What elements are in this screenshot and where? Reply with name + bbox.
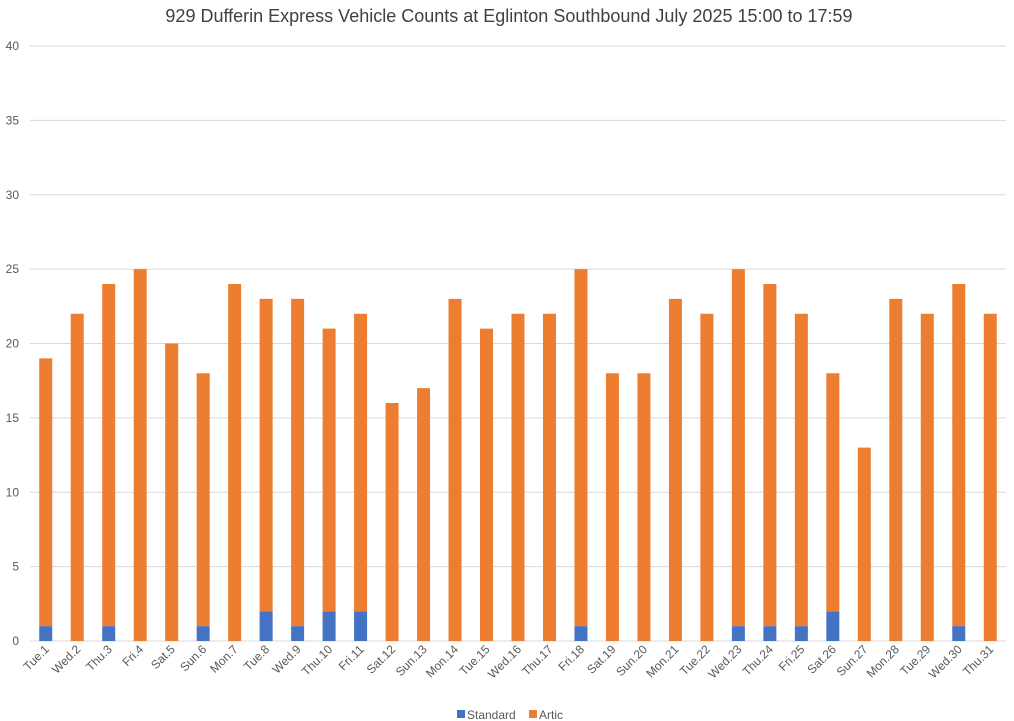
bar-artic [731,269,745,627]
x-tick-label: Sat.5 [148,642,178,672]
bar-artic [574,269,588,627]
bar-standard [259,611,273,641]
bar-artic [480,328,494,641]
x-tick-label: Thu.31 [960,642,997,679]
bar-artic [637,373,651,641]
x-tick-label: Fri.4 [119,642,146,669]
x-tick-label: Wed.30 [926,642,965,681]
x-tick-label: Fri.11 [336,642,367,673]
x-tick-label: Mon.7 [207,642,241,676]
x-tick-label: Mon.14 [423,642,461,680]
x-tick-label: Fri.18 [555,642,587,674]
y-tick-label: 5 [12,560,19,574]
y-axis: 0 5 10 15 20 25 30 35 40 [6,39,20,648]
bar-artic [668,298,682,641]
x-tick-label: Thu.24 [740,642,777,679]
x-tick-label: Sat.12 [364,642,399,677]
y-tick-label: 0 [12,634,19,648]
x-tick-label: Mon.28 [864,642,902,680]
legend-swatch-artic [529,710,537,718]
bar-artic [102,284,116,627]
bar-artic [983,313,997,641]
bar-standard [196,626,210,641]
bar-artic [542,313,556,641]
bar-artic [511,313,525,641]
x-tick-label: Wed.23 [706,642,745,681]
x-tick-label: Fri.25 [776,642,808,674]
bar-artic [920,313,934,641]
bar-standard [39,626,53,641]
bar-artic [763,284,777,627]
bar-standard [102,626,116,641]
x-tick-label: Wed.9 [269,642,304,677]
bar-artic [354,313,368,612]
bar-standard [354,611,368,641]
x-tick-label: Sun.20 [613,642,650,679]
y-tick-label: 40 [6,39,20,53]
x-tick-label: Tue.1 [21,642,53,674]
bar-artic [165,343,179,641]
legend: Standard Artic [457,708,563,721]
bar-artic [196,373,210,627]
bar-standard [731,626,745,641]
bar-artic [605,373,619,641]
y-tick-label: 20 [6,337,20,351]
bar-artic [39,358,53,627]
bar-artic [291,298,305,627]
bar-artic [889,298,903,641]
x-tick-label: Sun.27 [834,642,871,679]
x-tick-label: Wed.2 [49,642,84,677]
x-tick-label: Wed.16 [485,642,524,681]
bar-artic [826,373,840,612]
y-tick-label: 35 [6,113,20,127]
bars [39,269,997,641]
bar-artic [417,388,431,641]
bar-artic [952,284,966,627]
legend-swatch-standard [457,710,465,718]
bar-artic [70,313,84,641]
y-tick-label: 25 [6,262,20,276]
bar-standard [322,611,336,641]
x-tick-label: Thu.17 [519,642,556,679]
bar-standard [952,626,966,641]
y-tick-label: 15 [6,411,20,425]
x-tick-label: Sun.13 [393,642,430,679]
x-tick-label: Sun.6 [177,642,209,674]
bar-standard [763,626,777,641]
x-tick-label: Mon.21 [643,642,681,680]
x-tick-label: Thu.3 [83,642,115,674]
bar-artic [448,298,462,641]
bar-artic [857,447,871,641]
bar-artic [700,313,714,641]
bar-standard [574,626,588,641]
bar-standard [794,626,808,641]
x-tick-label: Sat.26 [805,642,840,677]
y-tick-label: 30 [6,188,20,202]
bar-artic [228,284,242,641]
bar-artic [794,313,808,627]
bar-artic [322,328,336,612]
bar-artic [385,403,399,641]
bar-artic [133,269,147,641]
bar-standard [291,626,305,641]
bar-artic [259,298,273,612]
x-tick-label: Sat.19 [584,642,619,677]
chart-title: 929 Dufferin Express Vehicle Counts at E… [165,6,852,26]
bar-standard [826,611,840,641]
legend-label-standard: Standard [467,708,516,721]
y-tick-label: 10 [6,485,20,499]
x-tick-label: Tue.8 [241,642,273,674]
legend-label-artic: Artic [539,708,563,721]
x-tick-label: Thu.10 [299,642,336,679]
